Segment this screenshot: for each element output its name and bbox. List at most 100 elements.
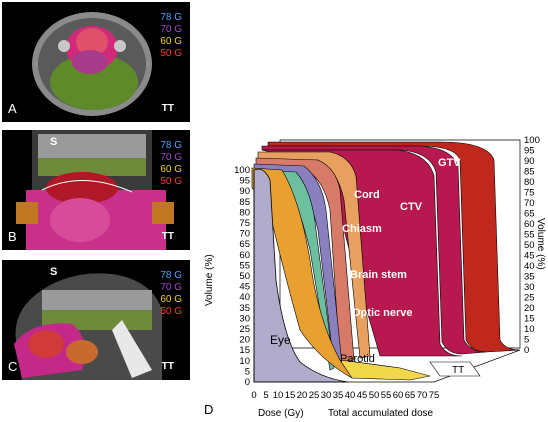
y-tick-right: 55 xyxy=(524,230,535,241)
x-axis-title: Dose (Gy) xyxy=(258,408,304,419)
tt-box xyxy=(429,361,481,377)
panel-a-axial-ct: 78 G 70 G 60 G 50 G A TT xyxy=(2,2,190,122)
sagittal-ct-image xyxy=(14,273,162,380)
legend-item-50g: 50 G xyxy=(160,176,182,187)
y-tick-right: 95 xyxy=(524,146,535,157)
label-gtv: GTV xyxy=(438,157,461,169)
y-tick-right: 75 xyxy=(524,188,535,199)
axial-ct-image xyxy=(32,12,152,116)
y-tick-left: 20 xyxy=(239,335,250,346)
orientation-label: S xyxy=(50,136,58,148)
legend-item-60g: 60 G xyxy=(160,294,182,305)
y-tick-left: 40 xyxy=(239,292,250,303)
depth-axis-title: Total accumulated dose xyxy=(328,408,434,419)
x-tick: 40 xyxy=(345,390,356,401)
y-tick-right: 70 xyxy=(524,198,535,209)
y-tick-right: 45 xyxy=(524,251,535,262)
y-tick-left: 10 xyxy=(239,356,250,367)
y-tick-left: 95 xyxy=(239,176,250,187)
panel-d-label: D xyxy=(204,402,214,417)
coronal-ct-image xyxy=(16,130,174,250)
y-tick-left: 80 xyxy=(239,207,250,218)
x-tick: 20 xyxy=(297,390,308,401)
y-axis-title-left: Volume (%) xyxy=(204,254,215,306)
ctv-ribbon xyxy=(261,145,487,355)
y-tick-left: 0 xyxy=(245,377,250,388)
dose-legend: 78 G 70 G 60 G 50 G xyxy=(160,140,182,188)
x-tick: 45 xyxy=(357,390,368,401)
label-brain-stem: Brain stem xyxy=(350,269,407,281)
y-tick-left: 45 xyxy=(239,282,250,293)
parotid-edge xyxy=(339,359,431,381)
legend-item-70g: 70 G xyxy=(160,24,182,35)
y-tick-left: 60 xyxy=(239,250,250,261)
x-tick: 70 xyxy=(417,390,428,401)
y-tick-right: 65 xyxy=(524,209,535,220)
y-tick-left: 90 xyxy=(239,186,250,197)
y-tick-left: 55 xyxy=(239,260,250,271)
legend-item-78g: 78 G xyxy=(160,140,182,151)
x-tick: 65 xyxy=(405,390,416,401)
y-tick-right: 40 xyxy=(524,261,535,272)
x-tick: 15 xyxy=(285,390,296,401)
x-tick: 10 xyxy=(273,390,284,401)
dvh-3d-chart: TT 0510152025303540455055606570758085909… xyxy=(204,135,546,419)
y-tick-right: 35 xyxy=(524,272,535,283)
label-optic-nerve: Optic nerve xyxy=(352,307,413,319)
y-ticks-left: 0510152025303540455055606570758085909510… xyxy=(234,165,250,388)
y-tick-right: 5 xyxy=(524,335,529,346)
y-tick-right: 15 xyxy=(524,314,535,325)
y-tick-left: 5 xyxy=(245,366,250,377)
y-tick-right: 0 xyxy=(524,345,529,356)
y-tick-right: 100 xyxy=(524,135,540,146)
y-tick-left: 85 xyxy=(239,197,250,208)
label-eye: Eye xyxy=(270,333,291,347)
y-tick-left: 50 xyxy=(239,271,250,282)
y-tick-right: 25 xyxy=(524,293,535,304)
y-tick-right: 80 xyxy=(524,177,535,188)
y-tick-left: 15 xyxy=(239,345,250,356)
dose-legend: 78 G 70 G 60 G 50 G xyxy=(160,12,182,60)
eye-curve xyxy=(253,168,349,383)
orientation-label: S xyxy=(50,266,58,278)
label-chiasm: Chiasm xyxy=(342,223,382,235)
back-plane xyxy=(279,139,521,349)
legend-item-60g: 60 G xyxy=(160,164,182,175)
panel-label: B xyxy=(8,229,17,244)
dose-legend: 78 G 70 G 60 G 50 G xyxy=(160,270,182,318)
y-tick-left: 25 xyxy=(239,324,250,335)
y-tick-right: 90 xyxy=(524,156,535,167)
y-tick-left: 65 xyxy=(239,239,250,250)
x-tick: 60 xyxy=(393,390,404,401)
legend-item-50g: 50 G xyxy=(160,306,182,317)
x-ticks: 0 5 10 15 20 25 30 35 40 45 50 55 60 65 70 75 xyxy=(251,390,439,401)
legend-item-70g: 70 G xyxy=(160,282,182,293)
legend-item-78g: 78 G xyxy=(160,270,182,281)
y-tick-right: 30 xyxy=(524,282,535,293)
panel-footer: TT xyxy=(161,103,174,114)
panel-label: A xyxy=(8,101,17,116)
panel-footer: TT xyxy=(161,231,174,242)
y-ticks-right: 0510152025303540455055606570758085909510… xyxy=(524,135,540,356)
y-tick-left: 100 xyxy=(234,165,250,176)
x-tick: 25 xyxy=(309,390,320,401)
tt-label: TT xyxy=(452,365,464,376)
y-tick-right: 50 xyxy=(524,240,535,251)
label-cord: Cord xyxy=(354,189,380,201)
y-axis-title-right: Volume (%) xyxy=(535,218,546,270)
y-tick-right: 10 xyxy=(524,324,535,335)
x-tick: 55 xyxy=(381,390,392,401)
y-tick-right: 60 xyxy=(524,219,535,230)
legend-item-70g: 70 G xyxy=(160,152,182,163)
x-tick: 35 xyxy=(333,390,344,401)
panel-c-sagittal-ct: S 78 G 70 G 60 G 50 G C TT xyxy=(2,260,190,380)
y-tick-left: 35 xyxy=(239,303,250,314)
label-ctv: CTV xyxy=(400,201,423,213)
y-tick-right: 85 xyxy=(524,167,535,178)
x-tick: 0 xyxy=(251,390,256,401)
y-tick-left: 70 xyxy=(239,229,250,240)
y-tick-left: 30 xyxy=(239,313,250,324)
x-tick: 30 xyxy=(321,390,332,401)
legend-item-78g: 78 G xyxy=(160,12,182,23)
x-tick: 50 xyxy=(369,390,380,401)
